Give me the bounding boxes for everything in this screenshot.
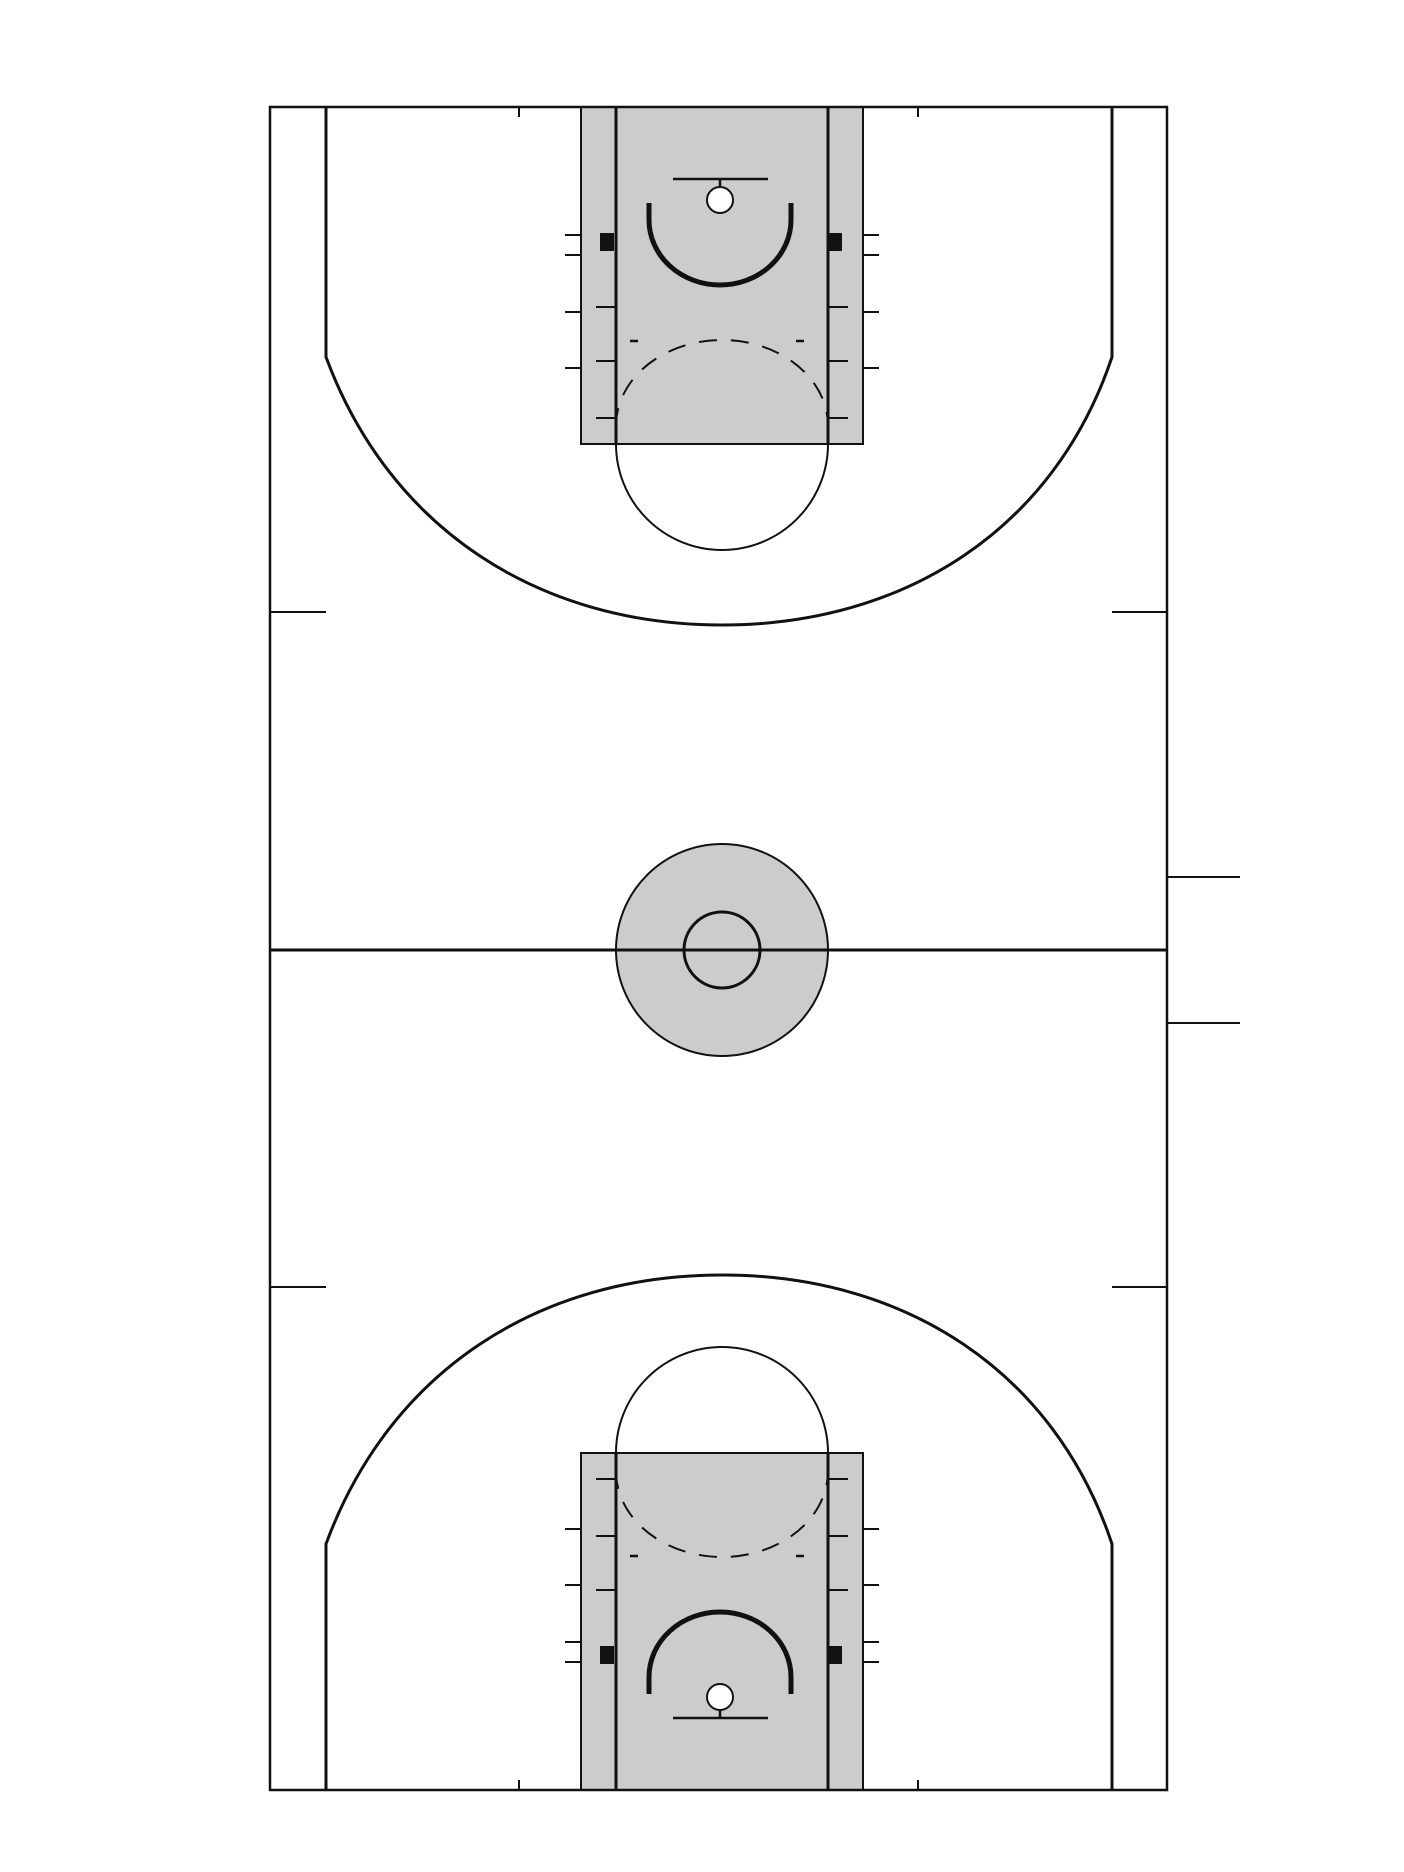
- top-rim: [706, 186, 734, 214]
- top-half-court: [270, 107, 1167, 627]
- top-block-left: [600, 233, 614, 251]
- top-block-right: [828, 233, 842, 251]
- bottom-three-point-line: [324, 1273, 1114, 1790]
- center-circle-inner: [682, 910, 762, 990]
- top-free-throw-circle-dashed: [615, 339, 829, 427]
- bottom-free-throw-circle-dashed: [615, 1470, 829, 1558]
- bottom-lane-hash-left: [565, 1478, 616, 1663]
- bottom-lane-hash-right: [828, 1478, 879, 1663]
- bottom-rim: [706, 1683, 734, 1711]
- bottom-block-left: [600, 1646, 614, 1664]
- top-restricted-area: [646, 203, 794, 288]
- top-free-throw-circle-solid: [615, 443, 829, 551]
- top-lane-hash-left: [565, 234, 616, 419]
- bottom-half-court: [270, 1273, 1167, 1790]
- top-three-point-line: [324, 107, 1114, 627]
- bottom-restricted-area: [646, 1609, 794, 1694]
- top-lane-hash-right: [828, 234, 879, 419]
- bottom-free-throw-circle-solid: [615, 1346, 829, 1454]
- bottom-block-right: [828, 1646, 842, 1664]
